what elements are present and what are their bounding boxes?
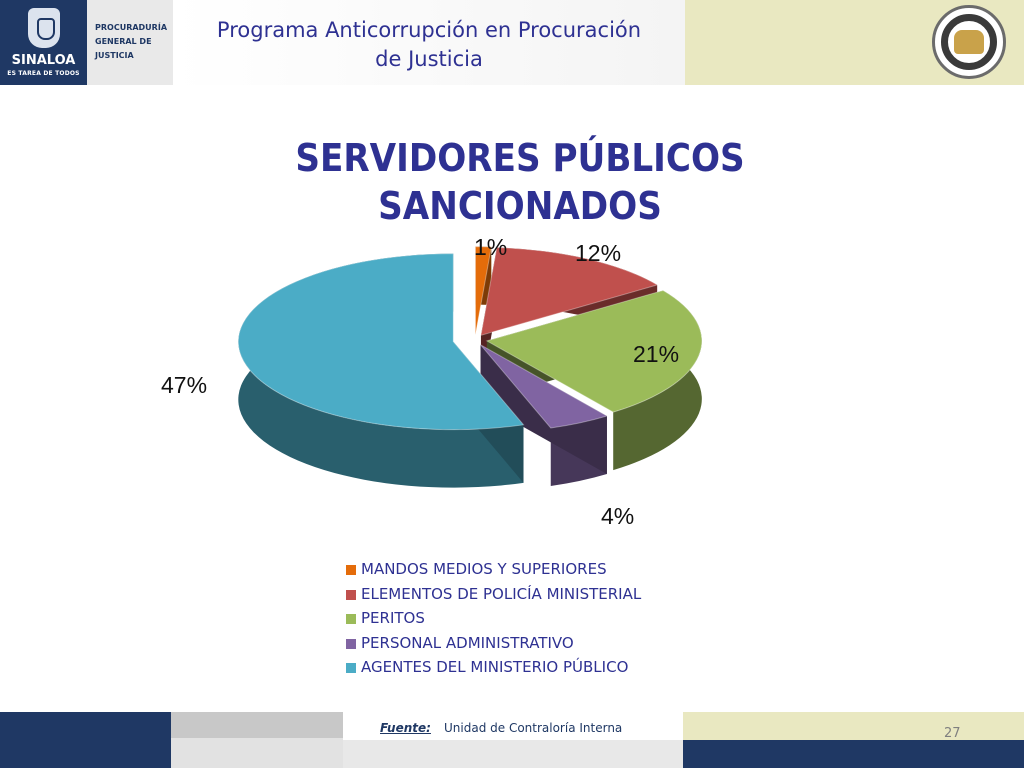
footer-source-band	[343, 712, 683, 740]
data-label-administrativo: 4%	[601, 503, 635, 529]
legend-swatch	[346, 638, 356, 649]
slice-peritos	[485, 289, 703, 413]
header-title: Programa Anticorrupción en Procuración d…	[173, 16, 685, 74]
slide-title-line-1: SERVIDORES PÚBLICOS	[295, 136, 745, 180]
footer-left-band	[0, 712, 171, 768]
legend-swatch	[346, 663, 356, 673]
sinaloa-logo: SINALOA ES TAREA DE TODOS	[0, 0, 87, 85]
slice-agentes	[237, 253, 525, 431]
legend-swatch	[346, 565, 356, 575]
data-label-policia: 12%	[575, 240, 622, 266]
header-title-line-1: Programa Anticorrupción en Procuración	[216, 18, 642, 42]
slide-title-line-2: SANCIONADOS	[378, 184, 662, 228]
slice-administrativo	[480, 344, 609, 429]
state-crest-icon	[28, 8, 60, 48]
slice-policia	[480, 247, 659, 337]
slide-title: SERVIDORES PÚBLICOS SANCIONADOS	[200, 134, 840, 230]
org-name: PROCURADURÍA GENERAL DE JUSTICIA	[87, 0, 173, 85]
legend-label: ELEMENTOS DE POLICÍA MINISTERIAL	[361, 584, 642, 603]
data-label-agentes: 47%	[161, 372, 208, 398]
legend-label: PERITOS	[361, 609, 425, 627]
data-label-peritos: 21%	[633, 341, 680, 367]
page-number: 27	[944, 726, 961, 741]
org-line-2: GENERAL DE	[95, 37, 152, 46]
state-name: SINALOA	[11, 53, 76, 68]
legend-label: MANDOS MEDIOS Y SUPERIORES	[361, 560, 607, 578]
source-text: Unidad de Contraloría Interna	[444, 721, 623, 735]
org-line-1: PROCURADURÍA	[95, 23, 168, 32]
state-motto: ES TAREA DE TODOS	[7, 70, 80, 77]
data-label-mandos: 1%	[474, 234, 508, 260]
org-line-3: JUSTICIA	[95, 51, 134, 60]
institution-seal-icon	[932, 5, 1006, 79]
legend-label: AGENTES DEL MINISTERIO PÚBLICO	[361, 658, 629, 676]
slice-mandos	[474, 246, 492, 335]
legend-label: PERSONAL ADMINISTRATIVO	[361, 633, 574, 652]
legend-swatch	[346, 589, 356, 600]
header-title-line-2: de Justicia	[375, 47, 483, 71]
footer-right-band	[683, 712, 1024, 740]
legend-swatch	[346, 614, 356, 624]
source-label: Fuente:	[380, 721, 431, 735]
